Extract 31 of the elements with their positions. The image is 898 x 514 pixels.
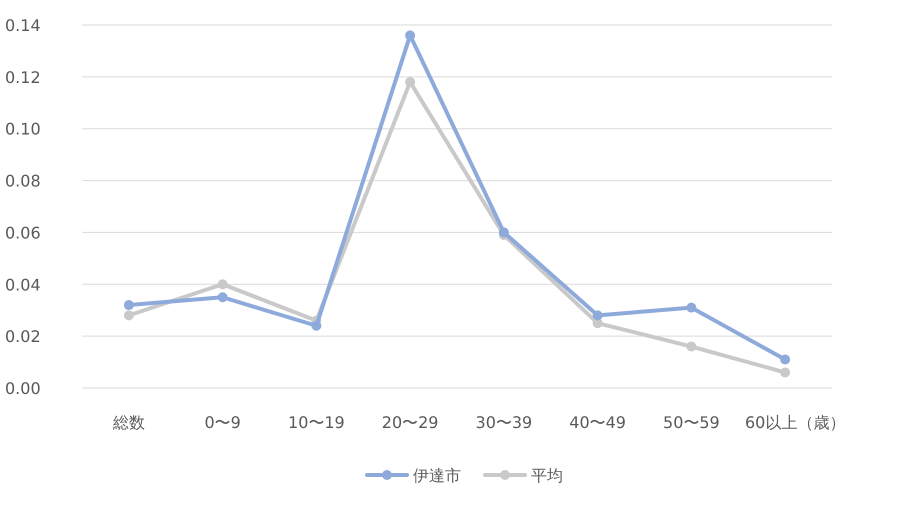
x-tick-label: 10〜19 bbox=[288, 413, 345, 432]
x-tick-label: 30〜39 bbox=[476, 413, 532, 432]
x-tick-label: 50〜59 bbox=[663, 413, 720, 432]
y-tick-label: 0.02 bbox=[5, 327, 41, 346]
y-tick-label: 0.12 bbox=[5, 68, 41, 87]
point bbox=[311, 320, 322, 331]
y-tick-label: 0.06 bbox=[5, 223, 41, 242]
y-tick-label: 0.14 bbox=[5, 16, 41, 35]
point bbox=[592, 310, 603, 320]
y-tick-label: 0.10 bbox=[5, 120, 41, 139]
legend-label: 伊達市 bbox=[413, 466, 461, 485]
point bbox=[405, 30, 416, 40]
point bbox=[780, 354, 790, 364]
legend-label: 平均 bbox=[531, 466, 563, 485]
point bbox=[686, 342, 696, 352]
y-tick-label: 0.08 bbox=[5, 172, 41, 191]
point bbox=[686, 302, 696, 313]
point bbox=[405, 77, 416, 88]
y-tick-label: 0.00 bbox=[5, 379, 41, 398]
point bbox=[780, 367, 790, 378]
x-tick-label: 60以上（歳） bbox=[744, 413, 846, 432]
x-tick-label: 40〜49 bbox=[569, 413, 626, 432]
y-tick-label: 0.04 bbox=[5, 275, 41, 294]
point bbox=[124, 310, 134, 320]
point bbox=[218, 279, 228, 290]
point bbox=[498, 227, 509, 238]
x-tick-label: 0〜9 bbox=[204, 413, 241, 432]
x-tick-label: 20〜29 bbox=[382, 413, 438, 432]
point bbox=[124, 300, 134, 310]
point bbox=[218, 292, 228, 302]
x-tick-label: 総数 bbox=[112, 413, 145, 432]
